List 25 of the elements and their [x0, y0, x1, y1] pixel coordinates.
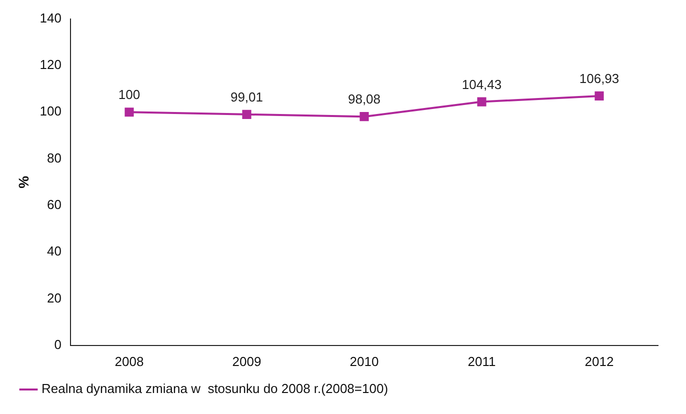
y-tick-label: 140	[40, 10, 62, 26]
x-tick-label: 2010	[350, 354, 379, 369]
point	[594, 91, 604, 100]
data-label: 104,43	[462, 76, 502, 92]
x-tick-label: 2009	[232, 354, 262, 369]
data-label: 106,93	[579, 71, 620, 86]
y-tick-label: 0	[54, 336, 62, 352]
y-tick-label: 120	[40, 57, 62, 72]
x-tick-label: 2012	[584, 354, 614, 369]
point	[477, 97, 486, 106]
y-tick-label: 100	[40, 104, 62, 119]
point	[360, 112, 369, 122]
data-label: 99,01	[230, 90, 264, 104]
y-tick-label: 40	[47, 244, 62, 259]
y-tick-label: 80	[47, 150, 62, 166]
data-label: 100	[118, 87, 140, 102]
point	[242, 110, 252, 119]
y-tick-label: 60	[47, 197, 62, 212]
x-tick-label: 2008	[114, 354, 144, 369]
data-label: 98,08	[348, 92, 381, 107]
y-tick-label: 20	[47, 290, 62, 306]
y-axis-title: %	[15, 175, 32, 188]
legend-label: Realna dynamika zmiana w stosunku do 2008 r.(2008=100)	[42, 381, 388, 396]
point	[124, 108, 134, 117]
x-tick-label: 2011	[468, 354, 496, 369]
